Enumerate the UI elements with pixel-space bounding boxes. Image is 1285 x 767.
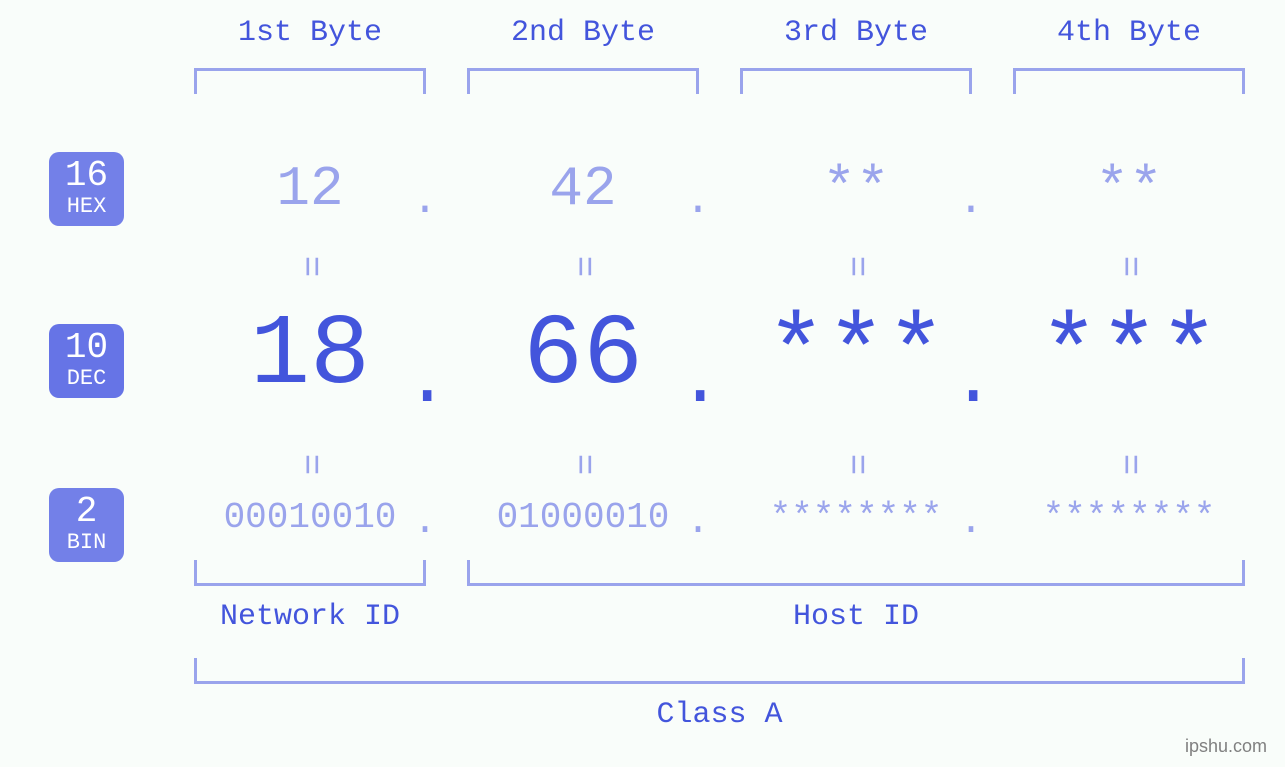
- hex-byte-4: **: [999, 157, 1259, 221]
- dec-byte-1: 18: [180, 300, 440, 413]
- base-name-hex: HEX: [49, 196, 124, 218]
- base-badge-bin: 2 BIN: [49, 488, 124, 562]
- eq-dec-bin-2: =: [563, 444, 604, 484]
- bin-dot-1: .: [405, 500, 445, 545]
- byte-bracket-2: [467, 68, 699, 94]
- dec-dot-1: .: [405, 340, 445, 424]
- byte-bracket-4: [1013, 68, 1245, 94]
- network-label: Network ID: [194, 600, 426, 634]
- dec-byte-3: ***: [726, 300, 986, 413]
- base-num-bin: 2: [49, 494, 124, 530]
- base-num-hex: 16: [49, 158, 124, 194]
- bin-byte-3: ********: [726, 497, 986, 538]
- hex-byte-1: 12: [180, 157, 440, 221]
- base-badge-dec: 10 DEC: [49, 324, 124, 398]
- byte-bracket-1: [194, 68, 426, 94]
- dec-dot-2: .: [678, 340, 718, 424]
- byte-header-2: 2nd Byte: [453, 16, 713, 50]
- ip-diagram: { "colors": { "primary": "#4355dc", "lig…: [0, 0, 1285, 767]
- byte-header-3: 3rd Byte: [726, 16, 986, 50]
- byte-header-4: 4th Byte: [999, 16, 1259, 50]
- byte-bracket-3: [740, 68, 972, 94]
- bin-byte-1: 00010010: [180, 497, 440, 538]
- eq-dec-bin-3: =: [836, 444, 877, 484]
- bin-dot-2: .: [678, 500, 718, 545]
- eq-dec-bin-1: =: [290, 444, 331, 484]
- hex-dot-2: .: [678, 176, 718, 226]
- dec-byte-2: 66: [453, 300, 713, 413]
- host-label: Host ID: [467, 600, 1245, 634]
- hex-dot-3: .: [951, 176, 991, 226]
- hex-byte-2: 42: [453, 157, 713, 221]
- base-name-bin: BIN: [49, 532, 124, 554]
- bin-dot-3: .: [951, 500, 991, 545]
- network-bracket: [194, 560, 426, 586]
- class-bracket: [194, 658, 1245, 684]
- eq-hex-dec-3: =: [836, 246, 877, 286]
- eq-dec-bin-4: =: [1109, 444, 1150, 484]
- watermark: ipshu.com: [1185, 736, 1267, 757]
- bin-byte-2: 01000010: [453, 497, 713, 538]
- base-num-dec: 10: [49, 330, 124, 366]
- eq-hex-dec-4: =: [1109, 246, 1150, 286]
- eq-hex-dec-2: =: [563, 246, 604, 286]
- base-name-dec: DEC: [49, 368, 124, 390]
- class-label: Class A: [194, 698, 1245, 732]
- base-badge-hex: 16 HEX: [49, 152, 124, 226]
- byte-header-1: 1st Byte: [180, 16, 440, 50]
- hex-dot-1: .: [405, 176, 445, 226]
- hex-byte-3: **: [726, 157, 986, 221]
- eq-hex-dec-1: =: [290, 246, 331, 286]
- host-bracket: [467, 560, 1245, 586]
- bin-byte-4: ********: [999, 497, 1259, 538]
- dec-dot-3: .: [951, 340, 991, 424]
- dec-byte-4: ***: [999, 300, 1259, 413]
